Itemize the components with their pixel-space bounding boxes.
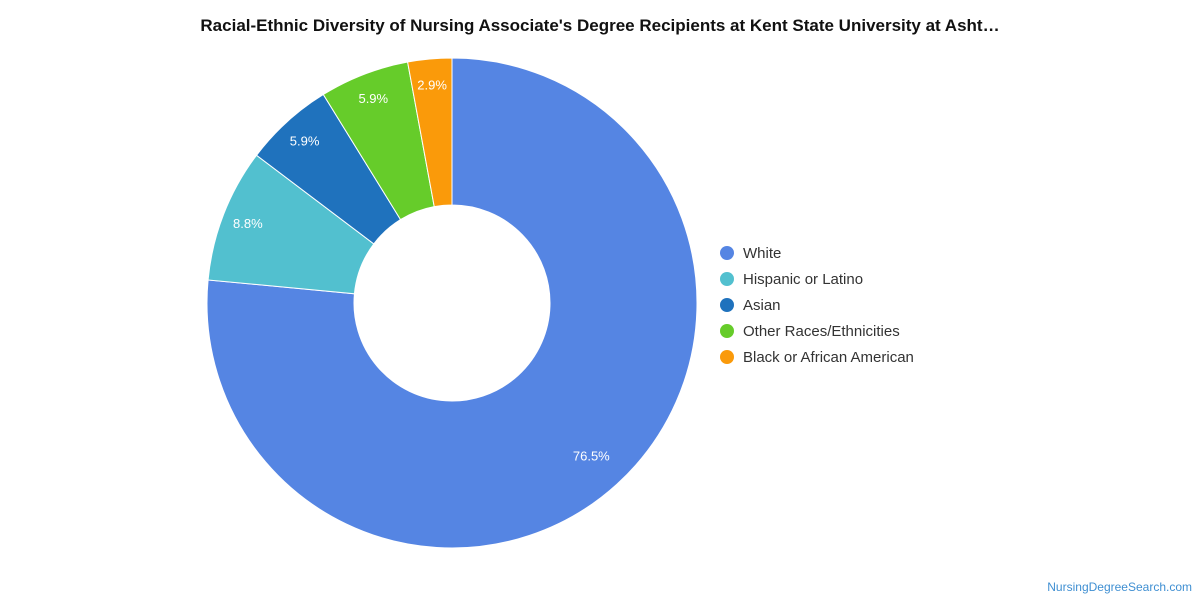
data-label-black-or-african-american: 2.9% xyxy=(417,77,447,92)
legend-label: Hispanic or Latino xyxy=(743,270,864,288)
legend-item-black-or-african-american[interactable]: Black or African American xyxy=(720,344,914,370)
legend-label: White xyxy=(743,244,782,262)
slice-black-or-african-american[interactable] xyxy=(407,57,453,208)
legend-label: Other Races/Ethnicities xyxy=(743,322,900,340)
legend-item-asian[interactable]: Asian xyxy=(720,292,914,318)
watermark: NursingDegreeSearch.com xyxy=(1047,580,1192,594)
legend-swatch-icon xyxy=(720,246,734,260)
legend-label: Black or African American xyxy=(743,348,914,366)
labels-group: 76.5% 8.8% 5.9% 5.9% 2.9% xyxy=(233,77,610,463)
slice-white[interactable] xyxy=(206,57,698,549)
legend-item-other-races-ethnicities[interactable]: Other Races/Ethnicities xyxy=(720,318,914,344)
legend-item-white[interactable]: White xyxy=(720,240,914,266)
chart-title: Racial-Ethnic Diversity of Nursing Assoc… xyxy=(200,16,1000,35)
legend: White Hispanic or Latino Asian Other Races/… xyxy=(720,240,914,370)
legend-item-hispanic-or-latino[interactable]: Hispanic or Latino xyxy=(720,266,914,292)
legend-swatch-icon xyxy=(720,298,734,312)
slices-group xyxy=(206,57,698,549)
data-label-hispanic-or-latino: 8.8% xyxy=(233,216,263,231)
legend-swatch-icon xyxy=(720,350,734,364)
legend-swatch-icon xyxy=(720,272,734,286)
data-label-asian: 5.9% xyxy=(290,134,320,149)
data-label-white: 76.5% xyxy=(573,449,610,464)
data-label-other-races-ethnicities: 5.9% xyxy=(358,91,388,106)
legend-swatch-icon xyxy=(720,324,734,338)
legend-label: Asian xyxy=(743,296,781,314)
